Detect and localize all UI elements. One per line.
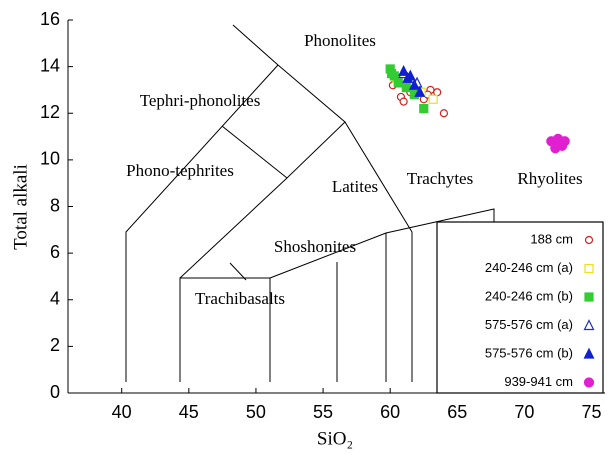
field-label: Trachytes bbox=[407, 169, 473, 188]
x-tick-label: 60 bbox=[380, 402, 400, 422]
x-tick-label: 65 bbox=[447, 402, 467, 422]
field-boundaries bbox=[125, 24, 495, 382]
marker bbox=[401, 83, 411, 93]
y-tick-label: 6 bbox=[50, 242, 60, 262]
marker bbox=[428, 94, 438, 104]
y-tick-label: 8 bbox=[50, 195, 60, 215]
marker bbox=[393, 78, 403, 88]
x-tick-label: 50 bbox=[246, 402, 266, 422]
y-tick-label: 4 bbox=[50, 289, 60, 309]
legend-label: 939-941 cm bbox=[504, 374, 573, 389]
legend-label: 240-246 cm (a) bbox=[485, 260, 573, 275]
x-tick-label: 45 bbox=[179, 402, 199, 422]
field-label: Trachibasalts bbox=[195, 289, 285, 308]
marker bbox=[439, 109, 448, 118]
y-tick-label: 14 bbox=[40, 55, 60, 75]
boundary bbox=[229, 262, 247, 281]
legend-label: 575-576 cm (b) bbox=[485, 345, 573, 360]
boundary bbox=[269, 208, 495, 279]
legend-label: 575-576 cm (a) bbox=[485, 317, 573, 332]
legend-marker bbox=[584, 235, 594, 245]
boundary bbox=[179, 177, 288, 279]
legend-marker bbox=[583, 319, 595, 331]
field-label: Tephri-phonolites bbox=[140, 91, 261, 110]
field-label: Phonolites bbox=[304, 31, 376, 50]
marker bbox=[408, 78, 420, 90]
y-tick-label: 0 bbox=[50, 382, 60, 402]
y-tick-label: 16 bbox=[40, 9, 60, 29]
x-tick-label: 55 bbox=[313, 402, 333, 422]
legend-marker bbox=[584, 263, 594, 274]
legend-box bbox=[436, 221, 604, 394]
x-axis-label: SiO₂ bbox=[317, 428, 353, 449]
marker bbox=[414, 85, 426, 97]
legend-marker bbox=[583, 347, 595, 359]
x-tick-label: 70 bbox=[514, 402, 534, 422]
field-label: Latites bbox=[332, 177, 378, 196]
marker bbox=[404, 69, 416, 81]
boundary bbox=[125, 64, 279, 382]
y-axis-label: Total alkali bbox=[10, 164, 31, 250]
marker bbox=[399, 97, 408, 106]
boundary bbox=[232, 24, 279, 66]
marker bbox=[419, 103, 429, 114]
marker bbox=[559, 136, 570, 147]
y-tick-label: 10 bbox=[40, 149, 60, 169]
marker bbox=[386, 69, 397, 79]
legend-marker bbox=[583, 377, 595, 388]
field-label: Phono-tephrites bbox=[126, 161, 234, 180]
field-label: Shoshonites bbox=[274, 237, 356, 256]
boundary bbox=[179, 277, 271, 382]
y-tick-label: 12 bbox=[40, 102, 60, 122]
y-tick-label: 2 bbox=[50, 335, 60, 355]
boundary bbox=[221, 121, 346, 179]
field-label: Rhyolites bbox=[517, 169, 582, 188]
legend-label: 240-246 cm (b) bbox=[485, 288, 573, 303]
legend-label: 188 cm bbox=[530, 231, 573, 246]
marker bbox=[398, 64, 410, 76]
boundary bbox=[277, 64, 413, 382]
x-tick-label: 75 bbox=[582, 402, 602, 422]
marker bbox=[550, 143, 561, 154]
legend-marker bbox=[584, 292, 594, 302]
x-tick-label: 40 bbox=[112, 402, 132, 422]
